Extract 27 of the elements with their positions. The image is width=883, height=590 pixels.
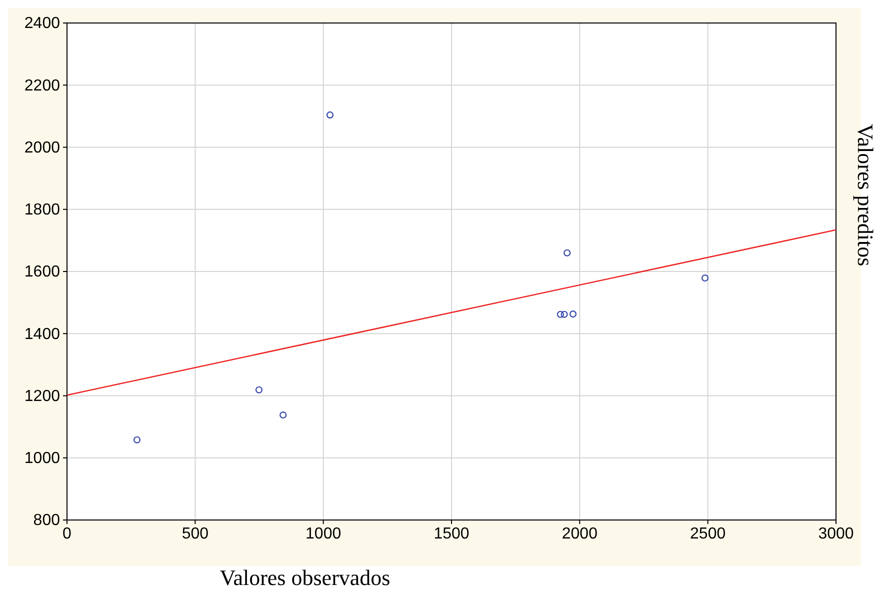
x-tick-label: 1000	[306, 525, 342, 542]
y-tick-label: 800	[33, 512, 60, 530]
y-tick-label: 1200	[24, 388, 60, 405]
x-axis-title: Valores observados	[220, 565, 390, 590]
point	[133, 436, 141, 444]
point	[255, 386, 263, 394]
y-tick-label: 2400	[24, 15, 60, 32]
y-axis-title: Valores preditos	[853, 124, 878, 266]
x-tick-label: 0	[62, 525, 72, 542]
point	[326, 111, 334, 118]
point	[569, 310, 577, 318]
x-tick-label: 2500	[690, 525, 726, 542]
y-tick-label: 1600	[24, 264, 60, 281]
x-tick-label: 2000	[562, 525, 598, 542]
y-tick-label: 1000	[24, 450, 60, 467]
y-tick-label: 2000	[24, 139, 60, 156]
point	[556, 310, 564, 318]
point	[560, 310, 568, 318]
point	[564, 249, 571, 256]
x-tick-label: 3000	[818, 525, 854, 542]
x-tick-label: 500	[182, 525, 209, 542]
y-tick-label: 2200	[24, 77, 60, 94]
x-tick-label: 1500	[434, 525, 470, 542]
y-tick-label: 1800	[24, 201, 60, 218]
y-tick-label: 1400	[24, 326, 60, 343]
point	[701, 274, 709, 282]
point	[280, 411, 287, 419]
